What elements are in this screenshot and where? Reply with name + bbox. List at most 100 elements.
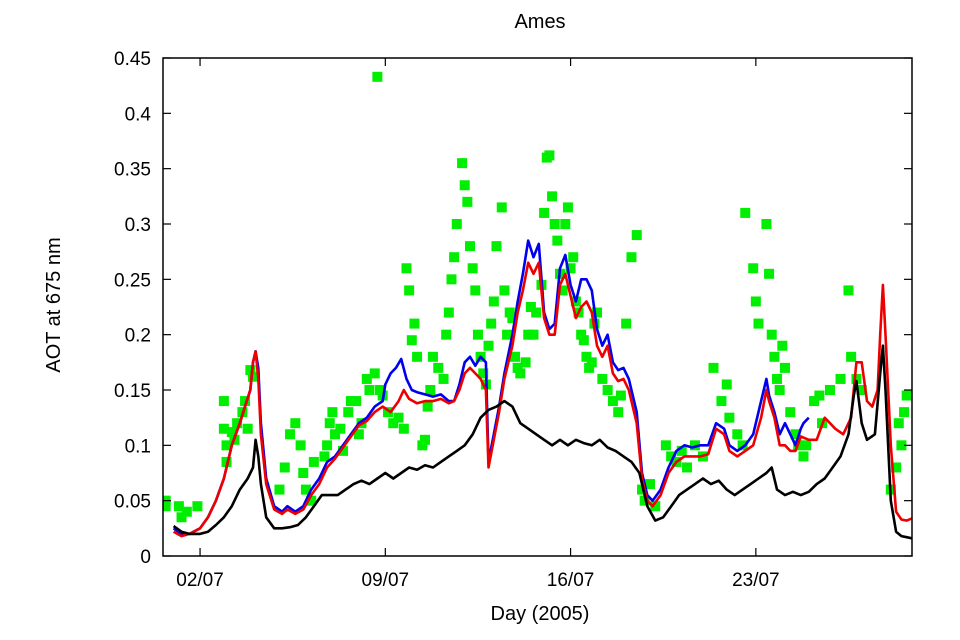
scatter-point: [457, 158, 468, 169]
scatter-point: [568, 252, 579, 263]
scatter-point: [298, 468, 309, 478]
scatter-point: [682, 462, 693, 473]
scatter-series: [163, 71, 912, 523]
scatter-point: [465, 241, 476, 252]
scatter-point: [753, 318, 764, 329]
y-tick-label: 0.35: [114, 160, 151, 181]
scatter-point: [412, 351, 423, 362]
scatter-point: [761, 219, 772, 229]
y-tick-label: 0.4: [125, 104, 152, 125]
scatter-point: [650, 501, 661, 512]
scatter-point: [173, 501, 184, 512]
scatter-point: [584, 362, 595, 373]
line-series: [172, 261, 912, 538]
scatter-point: [353, 429, 364, 440]
scatter-point: [549, 219, 560, 229]
scatter-point: [615, 390, 626, 401]
scatter-point: [488, 296, 499, 307]
scatter-point: [240, 396, 251, 407]
scatter-point: [163, 501, 171, 512]
scatter-point: [483, 340, 494, 351]
scatter-point: [851, 373, 862, 384]
scatter-point: [369, 368, 380, 379]
scatter-point: [512, 362, 523, 373]
scatter-point: [420, 434, 431, 445]
scatter-point: [192, 501, 203, 512]
scatter-point: [404, 285, 415, 296]
scatter-point: [777, 340, 788, 351]
scatter-point: [295, 440, 306, 451]
scatter-point: [285, 429, 296, 440]
scatter-point: [523, 329, 534, 340]
y-tick-label: 0.05: [114, 492, 151, 513]
scatter-point: [425, 385, 436, 395]
scatter-point: [716, 396, 727, 407]
scatter-point: [721, 379, 732, 390]
scatter-point: [398, 423, 409, 434]
scatter-point: [676, 445, 687, 456]
scatter-point: [689, 440, 700, 451]
scatter-point: [544, 150, 555, 161]
scatter-point: [221, 440, 232, 451]
scatter-point: [361, 373, 372, 384]
scatter-point: [409, 318, 420, 329]
scatter-point: [510, 351, 521, 362]
y-tick-label: 0: [140, 547, 151, 568]
x-axis-label: Day (2005): [491, 603, 590, 625]
scatter-point: [560, 219, 571, 229]
scatter-point: [893, 418, 904, 429]
scatter-point: [592, 307, 603, 318]
scatter-point: [507, 313, 518, 324]
scatter-point: [557, 285, 568, 296]
scatter-point: [515, 368, 526, 379]
scatter-point: [393, 412, 404, 423]
scatter-point: [451, 219, 462, 229]
scatter-point: [218, 423, 229, 434]
scatter-point: [737, 440, 748, 451]
scatter-point: [319, 451, 330, 462]
scatter-point: [364, 385, 375, 395]
scatter-point: [644, 479, 655, 490]
scatter-point: [343, 407, 354, 418]
scatter-point: [660, 440, 671, 451]
scatter-point: [814, 390, 825, 401]
scatter-point: [401, 263, 412, 274]
scatter-point: [621, 318, 632, 329]
scatter-point: [732, 429, 743, 440]
scatter-point: [491, 241, 502, 252]
scatter-point: [290, 418, 301, 429]
scatter-point: [552, 235, 563, 246]
scatter-point: [531, 307, 542, 318]
scatter-point: [774, 385, 785, 395]
scatter-point: [247, 371, 258, 382]
scatter-point: [330, 429, 341, 440]
x-tick-label: 02/07: [176, 570, 224, 591]
scatter-point: [443, 307, 454, 318]
scatter-point: [441, 329, 452, 340]
scatter-point: [308, 456, 319, 467]
scatter-point: [427, 351, 438, 362]
scatter-point: [337, 445, 348, 456]
scatter-point: [724, 412, 735, 423]
scatter-point: [578, 335, 589, 346]
scatter-point: [335, 423, 346, 434]
scatter-point: [779, 362, 790, 373]
y-tick-label: 0.25: [114, 270, 151, 291]
scatter-point: [502, 329, 513, 340]
scatter-point: [462, 196, 473, 207]
scatter-point: [218, 396, 229, 407]
scatter-point: [375, 385, 386, 395]
scatter-point: [322, 440, 333, 451]
scatter-point: [835, 373, 846, 384]
x-tick-label: 16/07: [547, 570, 595, 591]
scatter-point: [666, 451, 677, 462]
scatter-point: [406, 335, 417, 346]
scatter-point: [478, 368, 489, 379]
scatter-point: [226, 427, 237, 438]
scatter-point: [748, 263, 759, 274]
scatter-point: [785, 407, 796, 418]
scatter-point: [801, 440, 812, 451]
scatter-point: [772, 373, 783, 384]
y-tick-label: 0.45: [114, 49, 151, 70]
scatter-point: [279, 462, 290, 473]
